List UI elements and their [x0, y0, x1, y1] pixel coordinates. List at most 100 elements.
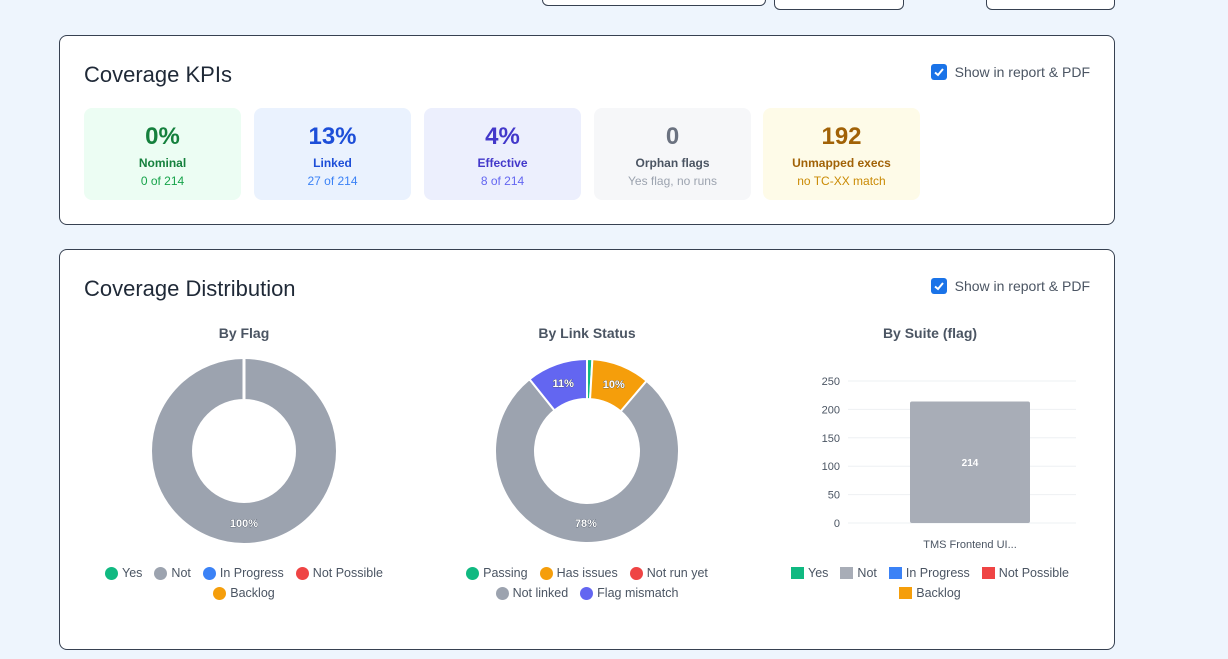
- top-input[interactable]: [542, 0, 766, 6]
- donut-slice-not: [152, 359, 336, 543]
- coverage-kpis-card: Coverage KPIs Show in report & PDF 0% No…: [59, 35, 1115, 225]
- by-link-status-legend: Passing Has issues Not run yet Not linked Fl…: [452, 566, 722, 600]
- legend-label: Flag mismatch: [597, 586, 679, 600]
- legend-swatch: [213, 586, 227, 600]
- legend-label: In Progress: [219, 566, 284, 580]
- kpi-sub: Yes flag, no runs: [628, 174, 717, 188]
- legend-swatch: [840, 567, 854, 579]
- kpi-effective: 4% Effective 8 of 214: [424, 108, 581, 200]
- show-in-report-label: Show in report & PDF: [954, 64, 1090, 80]
- legend-swatch: [791, 567, 805, 579]
- legend-item[interactable]: In Progress: [888, 566, 970, 580]
- legend-label: Not run yet: [646, 566, 708, 580]
- legend-label: In Progress: [905, 566, 970, 580]
- chart-title-by-flag: By Flag: [218, 325, 270, 341]
- kpi-sub: 8 of 214: [480, 174, 525, 188]
- chart-title-by-suite: By Suite (flag): [882, 325, 978, 341]
- legend-label: Not: [171, 566, 191, 580]
- legend-item[interactable]: Backlog: [899, 586, 961, 600]
- legend-swatch: [981, 567, 995, 579]
- by-suite-legend: Yes Not In Progress Not Possible Backlog: [780, 566, 1080, 600]
- kpi-sub: 0 of 214: [140, 174, 185, 188]
- kpi-sub: 27 of 214: [307, 174, 358, 188]
- chart-title-by-link-status: By Link Status: [538, 325, 636, 341]
- legend-item[interactable]: Flag mismatch: [580, 586, 678, 600]
- kpi-value: 0: [665, 123, 680, 150]
- kpi-label: Unmapped execs: [792, 156, 891, 170]
- donut-data-label: 11%: [552, 378, 574, 390]
- y-tick-label: 200: [822, 404, 840, 416]
- kpi-value: 4%: [485, 123, 520, 150]
- legend-swatch: [154, 566, 168, 580]
- legend-item[interactable]: Not linked: [495, 586, 569, 600]
- legend-swatch: [899, 587, 913, 599]
- y-tick-label: 150: [822, 433, 840, 445]
- x-tick-label: TMS Frontend UI...: [923, 539, 1017, 551]
- checkbox-checked-icon[interactable]: [930, 278, 947, 294]
- legend-label: Has issues: [556, 566, 618, 580]
- legend-label: Not Possible: [312, 566, 383, 580]
- bar-not: [910, 401, 1030, 523]
- top-button-1[interactable]: [774, 0, 904, 10]
- kpi-orphan-flags: 0 Orphan flags Yes flag, no runs: [594, 108, 751, 200]
- y-tick-label: 50: [828, 490, 840, 502]
- kpi-label: Nominal: [138, 156, 187, 170]
- legend-item[interactable]: In Progress: [202, 566, 284, 580]
- kpi-label: Effective: [477, 156, 528, 170]
- donut-data-label: 100%: [230, 518, 258, 530]
- legend-label: Yes: [122, 566, 143, 580]
- legend-swatch: [495, 586, 509, 600]
- kpi-linked: 13% Linked 27 of 214: [254, 108, 411, 200]
- kpi-unmapped-execs: 192 Unmapped execs no TC-XX match: [763, 108, 920, 200]
- kpi-value: 0%: [145, 123, 180, 150]
- legend-swatch: [202, 566, 216, 580]
- donut-data-label: 10%: [603, 379, 625, 391]
- legend-label: Passing: [483, 566, 528, 580]
- bar-data-label: 214: [962, 458, 979, 469]
- coverage-distribution-card: Coverage Distribution Show in report & P…: [59, 249, 1115, 650]
- kpi-sub: no TC-XX match: [797, 174, 886, 188]
- y-tick-label: 100: [822, 461, 840, 473]
- legend-label: Yes: [808, 566, 829, 580]
- kpi-value: 192: [821, 123, 862, 150]
- legend-item[interactable]: Passing: [466, 566, 528, 580]
- kpi-label: Orphan flags: [635, 156, 710, 170]
- legend-item[interactable]: Not Possible: [295, 566, 383, 580]
- legend-swatch: [888, 567, 902, 579]
- legend-label: Not: [857, 566, 877, 580]
- donut-slice-flag-mismatch: [528, 357, 588, 412]
- kpi-value: 13%: [308, 123, 357, 150]
- by-flag-donut-chart: 100%: [152, 359, 336, 543]
- kpi-nominal: 0% Nominal 0 of 214: [84, 108, 241, 200]
- top-button-2[interactable]: [986, 0, 1115, 10]
- distribution-show-in-report-toggle[interactable]: Show in report & PDF: [930, 278, 1090, 294]
- legend-item[interactable]: Not: [840, 566, 877, 580]
- kpi-show-in-report-toggle[interactable]: Show in report & PDF: [930, 64, 1090, 80]
- show-in-report-label: Show in report & PDF: [954, 278, 1090, 294]
- legend-label: Not linked: [512, 586, 569, 600]
- legend-item[interactable]: Not Possible: [981, 566, 1069, 580]
- by-flag-legend: Yes Not In Progress Not Possible Backlog: [94, 566, 394, 600]
- legend-item[interactable]: Backlog: [213, 586, 275, 600]
- by-link-status-donut-chart: 10% 78% 11%: [494, 357, 680, 544]
- donut-slice-not-linked: [494, 377, 680, 544]
- legend-swatch: [466, 566, 480, 580]
- legend-swatch: [629, 566, 643, 580]
- legend-label: Backlog: [916, 586, 961, 600]
- legend-swatch: [580, 586, 594, 600]
- legend-item[interactable]: Not run yet: [629, 566, 708, 580]
- legend-item[interactable]: Yes: [791, 566, 828, 580]
- legend-item[interactable]: Not: [154, 566, 191, 580]
- legend-swatch: [539, 566, 553, 580]
- donut-data-label: 78%: [575, 518, 597, 530]
- legend-label: Backlog: [230, 586, 275, 600]
- y-tick-label: 250: [822, 376, 840, 388]
- checkbox-checked-icon[interactable]: [930, 64, 947, 80]
- kpi-label: Linked: [313, 156, 352, 170]
- legend-label: Not Possible: [998, 566, 1069, 580]
- distribution-card-title: Coverage Distribution: [84, 276, 296, 301]
- legend-item[interactable]: Has issues: [539, 566, 618, 580]
- legend-swatch: [295, 566, 309, 580]
- legend-item[interactable]: Yes: [105, 566, 142, 580]
- y-tick-label: 0: [834, 518, 840, 530]
